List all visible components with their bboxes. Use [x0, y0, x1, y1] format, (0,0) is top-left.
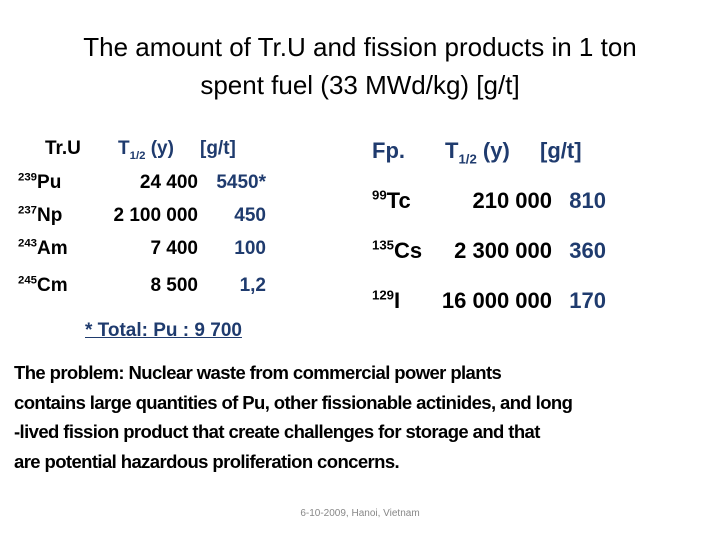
paragraph-line: The problem: Nuclear waste from commerci… [14, 362, 502, 383]
amount: 360 [569, 238, 606, 263]
amount: 810 [569, 188, 606, 213]
isotope: 237Np [18, 205, 62, 227]
isotope: 99Tc [372, 188, 411, 214]
amount: 100 [234, 238, 266, 259]
mass-number: 239 [18, 171, 38, 184]
mass-number: 129 [372, 287, 395, 303]
paragraph-line: -lived fission product that create chall… [14, 421, 540, 442]
paragraph-line: are potential hazardous proliferation co… [14, 450, 400, 472]
half-life: 210 000 [472, 188, 552, 213]
half-life: 2 300 000 [454, 238, 552, 263]
note: * Total: Pu : 9 700 [85, 320, 242, 341]
amount: 5450* [216, 172, 266, 193]
title-line: The amount of Tr.U and fission products … [83, 32, 637, 62]
header-amount: [g/t] [540, 138, 582, 163]
half-life: 16 000 000 [441, 288, 552, 313]
isotope: 243Am [18, 238, 68, 260]
header-amount: [g/t] [200, 138, 236, 159]
footer: 6-10-2009, Hanoi, Vietnam [300, 508, 420, 519]
paragraph-line: contains large quantities of Pu, other f… [14, 391, 573, 413]
element: I [394, 288, 401, 313]
amount: 450 [234, 205, 266, 226]
header-halflife: T1/2 (y) [118, 138, 174, 162]
element: Tc [386, 188, 411, 213]
title-line: spent fuel (33 MWd/kg) [g/t] [200, 70, 520, 100]
isotope: 135Cs [372, 238, 422, 264]
subscript: 1/2 [458, 151, 477, 167]
isotope: 239Pu [18, 172, 61, 194]
isotope: 129I [372, 288, 400, 314]
amount: 170 [569, 288, 606, 313]
header-element: Fp. [372, 138, 405, 163]
symbol: T [445, 138, 459, 163]
subscript: 1/2 [129, 149, 146, 162]
half-life: 24 400 [139, 172, 198, 193]
element: Np [37, 205, 63, 226]
mass-number: 245 [18, 274, 38, 287]
symbol: T [118, 138, 130, 159]
element: Pu [37, 172, 62, 193]
isotope: 245Cm [18, 275, 68, 297]
mass-number: 237 [18, 204, 38, 217]
element: Cs [394, 238, 423, 263]
half-life: 7 400 [150, 238, 198, 259]
mass-number: 135 [372, 237, 395, 253]
half-life: 8 500 [150, 275, 198, 296]
mass-number: 99 [372, 187, 387, 203]
unit: (y) [482, 138, 510, 163]
header-element: Tr.U [45, 138, 81, 159]
mass-number: 243 [18, 237, 38, 250]
amount: 1,2 [239, 275, 266, 296]
element: Am [37, 238, 68, 259]
unit: (y) [150, 138, 174, 159]
header-halflife: T1/2 (y) [445, 138, 510, 167]
half-life: 2 100 000 [113, 205, 198, 226]
element: Cm [37, 275, 68, 296]
